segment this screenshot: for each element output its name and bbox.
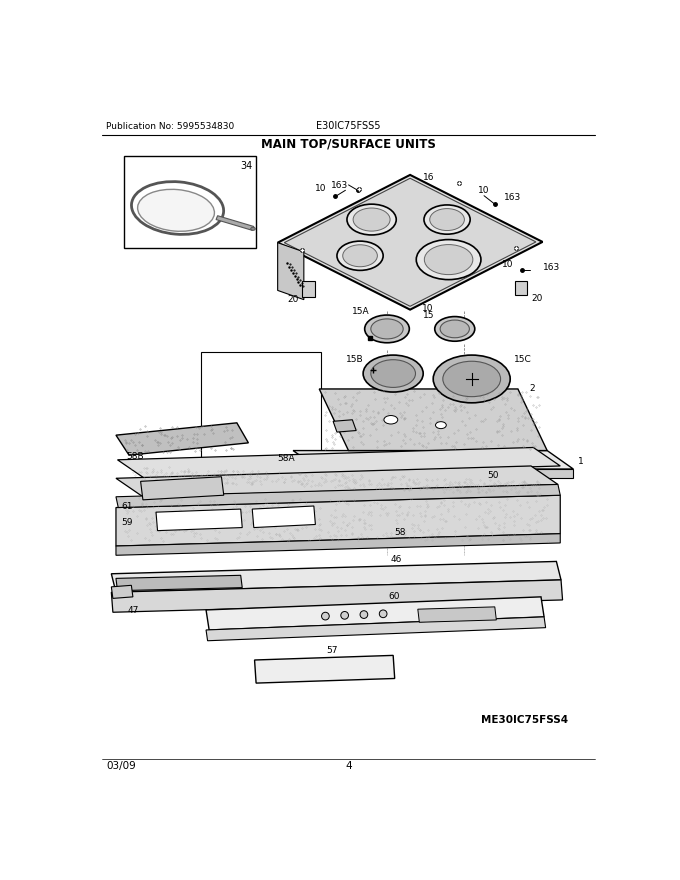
Text: 10: 10: [478, 186, 490, 194]
Text: 47: 47: [128, 606, 139, 615]
Polygon shape: [284, 179, 536, 306]
Ellipse shape: [433, 355, 510, 403]
Text: 61: 61: [122, 502, 133, 510]
Ellipse shape: [364, 315, 409, 343]
Text: 59: 59: [122, 518, 133, 527]
Text: 15C: 15C: [514, 356, 532, 364]
Text: 20: 20: [532, 294, 543, 303]
Text: 20: 20: [288, 295, 299, 304]
Ellipse shape: [363, 355, 423, 392]
Polygon shape: [124, 156, 256, 248]
Text: 1: 1: [578, 457, 583, 466]
Circle shape: [322, 612, 329, 620]
Ellipse shape: [137, 189, 214, 231]
Ellipse shape: [347, 204, 396, 235]
Ellipse shape: [440, 320, 469, 338]
Ellipse shape: [424, 205, 470, 234]
Polygon shape: [116, 484, 560, 508]
Polygon shape: [303, 282, 315, 297]
Circle shape: [341, 612, 348, 620]
Ellipse shape: [337, 241, 383, 270]
Polygon shape: [116, 533, 560, 555]
Polygon shape: [116, 466, 558, 496]
Text: 60: 60: [388, 592, 400, 601]
Text: MAIN TOP/SURFACE UNITS: MAIN TOP/SURFACE UNITS: [261, 137, 436, 150]
Polygon shape: [112, 580, 562, 612]
Text: 34: 34: [241, 161, 253, 171]
Polygon shape: [319, 469, 573, 479]
Text: 58A: 58A: [277, 454, 295, 463]
Polygon shape: [254, 656, 394, 683]
Polygon shape: [118, 447, 560, 479]
Text: ME30IC75FSS4: ME30IC75FSS4: [481, 715, 568, 725]
Text: Publication No: 5995534830: Publication No: 5995534830: [106, 122, 234, 131]
Ellipse shape: [371, 360, 415, 387]
Polygon shape: [252, 506, 316, 528]
Ellipse shape: [435, 422, 446, 429]
Circle shape: [379, 610, 387, 618]
Polygon shape: [293, 451, 573, 469]
Text: 163: 163: [331, 181, 348, 190]
Polygon shape: [418, 607, 496, 622]
Text: 03/09: 03/09: [106, 761, 136, 771]
Text: 16: 16: [423, 172, 435, 181]
Text: E30IC75FSS5: E30IC75FSS5: [316, 121, 381, 131]
Text: 57: 57: [326, 646, 337, 655]
Ellipse shape: [353, 208, 390, 231]
Polygon shape: [116, 495, 560, 546]
Text: 50: 50: [487, 471, 498, 480]
Polygon shape: [277, 175, 543, 310]
Ellipse shape: [416, 239, 481, 280]
Ellipse shape: [430, 209, 464, 231]
Ellipse shape: [435, 317, 475, 341]
Ellipse shape: [443, 361, 500, 397]
Text: 10: 10: [502, 260, 513, 268]
Text: 163: 163: [543, 263, 560, 272]
Polygon shape: [116, 423, 248, 455]
Text: 10: 10: [422, 304, 433, 313]
Polygon shape: [141, 477, 224, 500]
Polygon shape: [112, 585, 133, 598]
Text: 15: 15: [423, 311, 435, 319]
Ellipse shape: [424, 245, 473, 275]
Ellipse shape: [384, 415, 398, 424]
Text: 10: 10: [316, 184, 327, 194]
Polygon shape: [515, 282, 527, 295]
Polygon shape: [319, 389, 547, 451]
Ellipse shape: [371, 319, 403, 339]
Ellipse shape: [343, 245, 377, 267]
Text: 15B: 15B: [346, 356, 364, 364]
Text: 58B: 58B: [126, 452, 144, 461]
Text: 163: 163: [504, 194, 522, 202]
Circle shape: [360, 611, 368, 619]
Polygon shape: [112, 561, 561, 592]
Polygon shape: [216, 216, 254, 231]
Polygon shape: [116, 576, 242, 590]
Text: 46: 46: [391, 555, 403, 564]
Polygon shape: [201, 352, 321, 458]
Ellipse shape: [251, 227, 255, 231]
Polygon shape: [206, 597, 544, 630]
Polygon shape: [333, 420, 356, 432]
Polygon shape: [206, 617, 545, 641]
Text: 2: 2: [530, 385, 535, 393]
Text: 15A: 15A: [352, 307, 370, 317]
Polygon shape: [277, 243, 304, 299]
Polygon shape: [156, 509, 242, 531]
Text: 58: 58: [394, 529, 406, 538]
Ellipse shape: [131, 181, 224, 234]
Text: 4: 4: [345, 761, 352, 771]
